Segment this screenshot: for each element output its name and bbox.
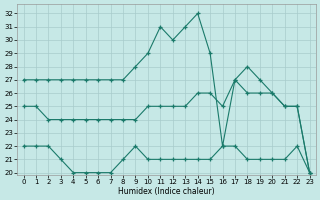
X-axis label: Humidex (Indice chaleur): Humidex (Indice chaleur) [118,187,215,196]
